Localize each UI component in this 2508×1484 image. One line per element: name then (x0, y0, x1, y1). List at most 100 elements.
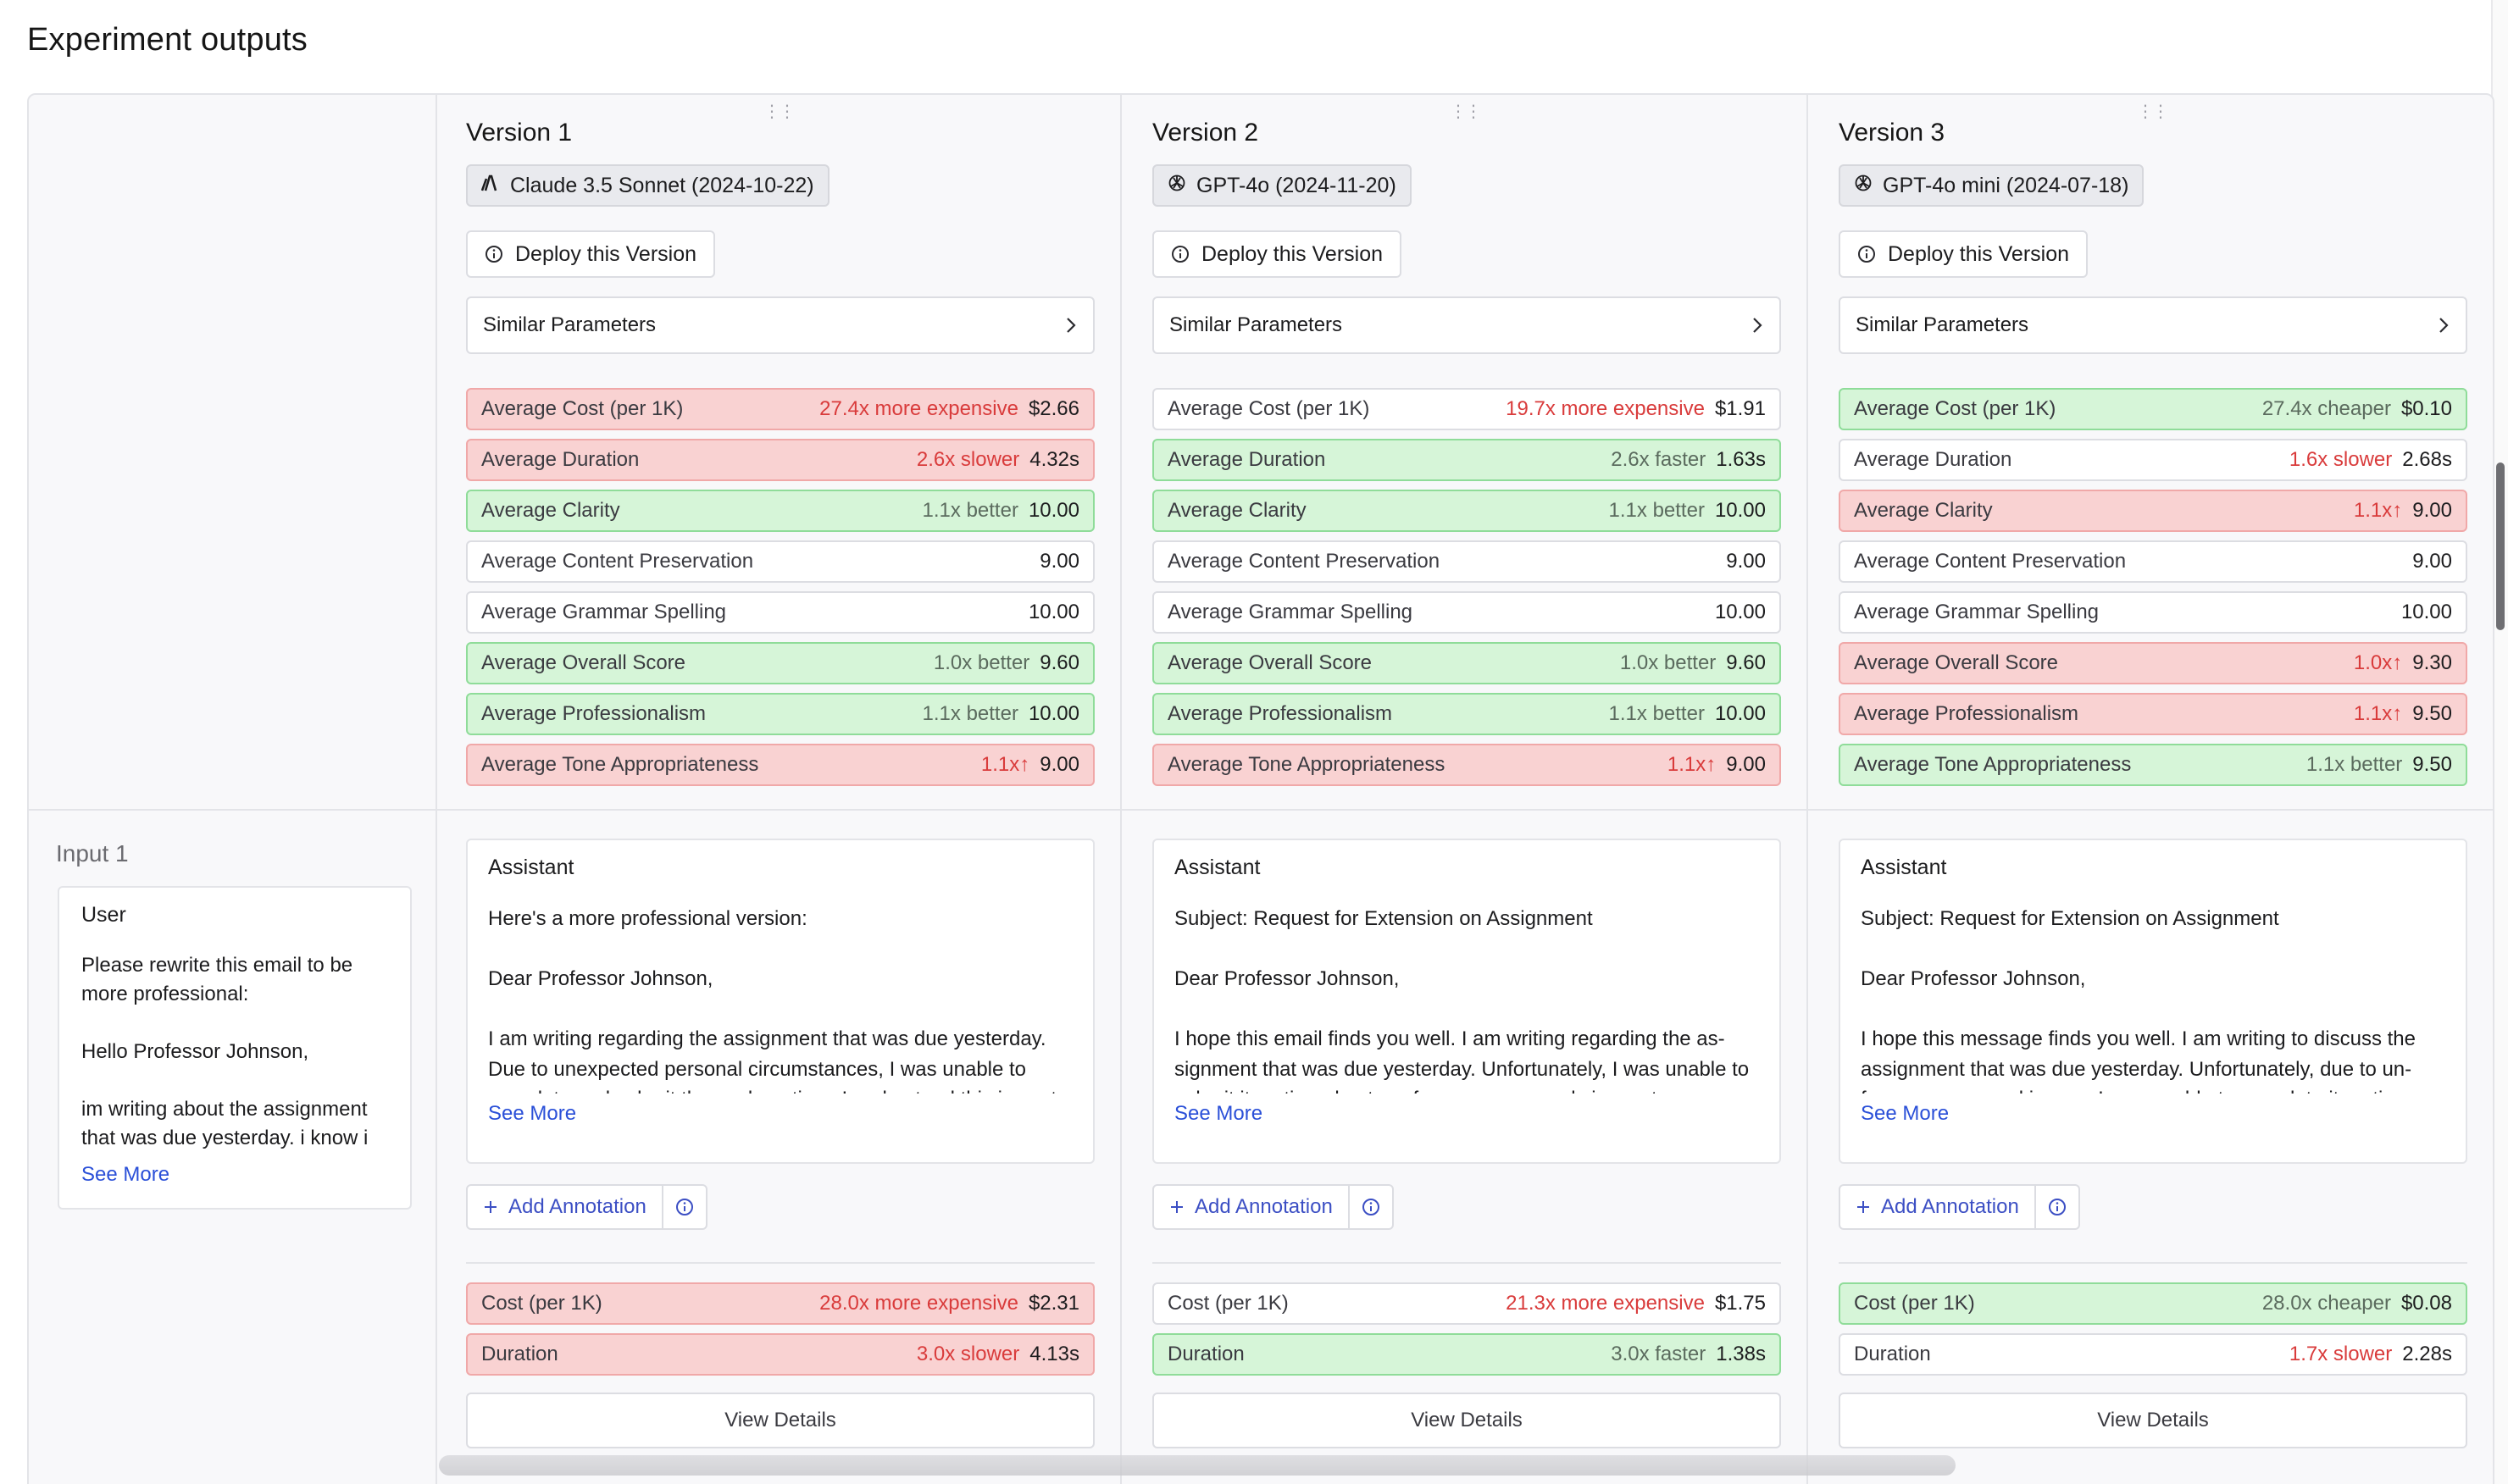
output-see-more-link[interactable]: See More (1174, 1102, 1263, 1125)
horizontal-scrollbar[interactable] (439, 1455, 1956, 1476)
input-card: User Please rewrite this email to be mor… (58, 886, 412, 1210)
metric-value: 2.68s (2402, 448, 2452, 471)
output-metrics: Cost (per 1K) 21.3x more expensive $1.75 Du… (1152, 1282, 1781, 1384)
metric-comparison: 2.6x slower (916, 448, 1020, 471)
metric-label: Average Tone Appropriateness (1854, 753, 2132, 776)
metric-value: 9.00 (2412, 499, 2452, 522)
metric-label: Cost (per 1K) (481, 1292, 602, 1315)
metric-values: 9.00 (2412, 550, 2452, 573)
metric-row: Average Cost (per 1K) 27.4x more expensiv… (466, 388, 1095, 430)
metric-comparison: 1.1x↑ (1667, 753, 1717, 776)
metric-value: 9.50 (2412, 753, 2452, 776)
metric-row: Cost (per 1K) 21.3x more expensive $1.75 (1152, 1282, 1781, 1325)
view-details-button[interactable]: View Details (1839, 1393, 2467, 1448)
metric-row: Average Professionalism 1.1x better 10.00 (1152, 693, 1781, 735)
annotation-group: Add Annotation (1152, 1184, 1394, 1230)
page-title: Experiment outputs (27, 22, 308, 58)
similar-parameters-button[interactable]: Similar Parameters (1839, 296, 2467, 354)
metric-comparison: 27.4x cheaper (2261, 397, 2391, 420)
metric-values: 9.00 (1726, 550, 1766, 573)
annotation-info-button[interactable] (2036, 1186, 2078, 1228)
info-icon (486, 246, 502, 263)
metric-values: 27.4x more expensive $2.66 (819, 397, 1079, 421)
deploy-label: Deploy this Version (1888, 241, 2070, 266)
info-icon (1858, 246, 1875, 263)
annotation-info-button[interactable] (663, 1186, 706, 1228)
add-annotation-button[interactable]: Add Annotation (468, 1186, 663, 1228)
model-chip: Claude 3.5 Sonnet (2024-10-22) (466, 164, 830, 207)
input-label: Input 1 (56, 840, 129, 867)
metric-values: 27.4x cheaper $0.10 (2262, 397, 2452, 421)
metric-comparison: 1.1x better (922, 702, 1018, 725)
metric-label: Average Duration (1854, 448, 2012, 471)
metric-values: 1.1x↑ 9.00 (981, 753, 1079, 777)
add-annotation-button[interactable]: Add Annotation (1840, 1186, 2036, 1228)
deploy-version-button[interactable]: Deploy this Version (1152, 230, 1402, 278)
metric-values: 21.3x more expensive $1.75 (1506, 1292, 1766, 1315)
metric-comparison: 3.0x faster (1611, 1343, 1706, 1365)
metric-comparison: 1.1x↑ (2353, 702, 2403, 725)
output-see-more-link[interactable]: See More (1861, 1102, 1950, 1125)
info-icon (2048, 1199, 2066, 1215)
info-icon (675, 1199, 693, 1215)
model-name: GPT-4o (2024-11-20) (1196, 173, 1396, 197)
metric-values: 10.00 (1029, 601, 1079, 624)
metric-comparison: 27.4x more expensive (819, 397, 1018, 420)
output-see-more-link[interactable]: See More (488, 1102, 577, 1125)
deploy-version-button[interactable]: Deploy this Version (466, 230, 716, 278)
similar-parameters-label: Similar Parameters (1169, 313, 1343, 336)
metric-value: 10.00 (1028, 601, 1079, 623)
metric-value: 10.00 (2400, 601, 2452, 623)
assistant-role: Assistant (1861, 856, 1947, 879)
metric-label: Average Overall Score (481, 651, 686, 674)
metric-comparison: 1.0x better (933, 651, 1030, 674)
metric-value: 10.00 (1714, 702, 1766, 725)
add-annotation-label: Add Annotation (1881, 1195, 2019, 1218)
metric-row: Average Professionalism 1.1x↑ 9.50 (1839, 693, 2467, 735)
metric-comparison: 2.6x faster (1611, 448, 1706, 471)
metric-comparison: 28.0x more expensive (819, 1292, 1018, 1315)
drag-handle-icon[interactable]: ⋮⋮ (1450, 102, 1482, 121)
chevron-right-icon (1753, 318, 1762, 333)
metric-label: Average Clarity (481, 499, 620, 522)
deploy-version-button[interactable]: Deploy this Version (1839, 230, 2089, 278)
similar-parameters-button[interactable]: Similar Parameters (1152, 296, 1781, 354)
section-divider (466, 1262, 1095, 1264)
metric-values: 1.1x better 10.00 (923, 702, 1079, 726)
metric-comparison: 28.0x cheaper (2261, 1292, 2391, 1315)
metric-row: Average Grammar Spelling 10.00 (1839, 591, 2467, 634)
metric-value: 9.60 (1726, 651, 1766, 674)
metric-values: 1.1x better 10.00 (923, 499, 1079, 523)
inputs-column: Input 1 User Please rewrite this email t… (29, 95, 437, 1484)
metric-row: Average Clarity 1.1x↑ 9.00 (1839, 490, 2467, 532)
metric-value: 1.63s (1716, 448, 1766, 471)
vertical-scrollbar[interactable] (2496, 462, 2505, 630)
drag-handle-icon[interactable]: ⋮⋮ (763, 102, 796, 121)
metric-values: 1.1x↑ 9.00 (2354, 499, 2452, 523)
add-annotation-button[interactable]: Add Annotation (1154, 1186, 1350, 1228)
annotation-info-button[interactable] (1350, 1186, 1392, 1228)
similar-parameters-button[interactable]: Similar Parameters (466, 296, 1095, 354)
view-details-button[interactable]: View Details (466, 1393, 1095, 1448)
input-text: Please rewrite this email to be more pro… (81, 954, 369, 1149)
similar-parameters-label: Similar Parameters (1856, 313, 2029, 336)
aggregate-metrics: Average Cost (per 1K) 27.4x cheaper $0.10 A… (1839, 388, 2467, 795)
assistant-output-card: Assistant Subject: Request for Extension… (1152, 839, 1781, 1164)
section-divider (1839, 1262, 2467, 1264)
metric-comparison: 19.7x more expensive (1506, 397, 1705, 420)
metric-label: Average Overall Score (1168, 651, 1373, 674)
metric-row: Duration 3.0x faster 1.38s (1152, 1333, 1781, 1376)
metric-row: Average Clarity 1.1x better 10.00 (466, 490, 1095, 532)
assistant-role: Assistant (1174, 856, 1261, 879)
model-name: GPT-4o mini (2024-07-18) (1883, 173, 2129, 197)
metric-label: Duration (1168, 1343, 1245, 1365)
annotation-group: Add Annotation (466, 1184, 707, 1230)
input-see-more-link[interactable]: See More (81, 1163, 170, 1186)
view-details-button[interactable]: View Details (1152, 1393, 1781, 1448)
output-metrics: Cost (per 1K) 28.0x more expensive $2.31 Du… (466, 1282, 1095, 1384)
metric-label: Average Overall Score (1854, 651, 2059, 674)
add-annotation-label: Add Annotation (508, 1195, 646, 1218)
metric-label: Average Cost (per 1K) (481, 397, 684, 420)
drag-handle-icon[interactable]: ⋮⋮ (2137, 102, 2169, 121)
metric-label: Average Professionalism (1854, 702, 2079, 725)
